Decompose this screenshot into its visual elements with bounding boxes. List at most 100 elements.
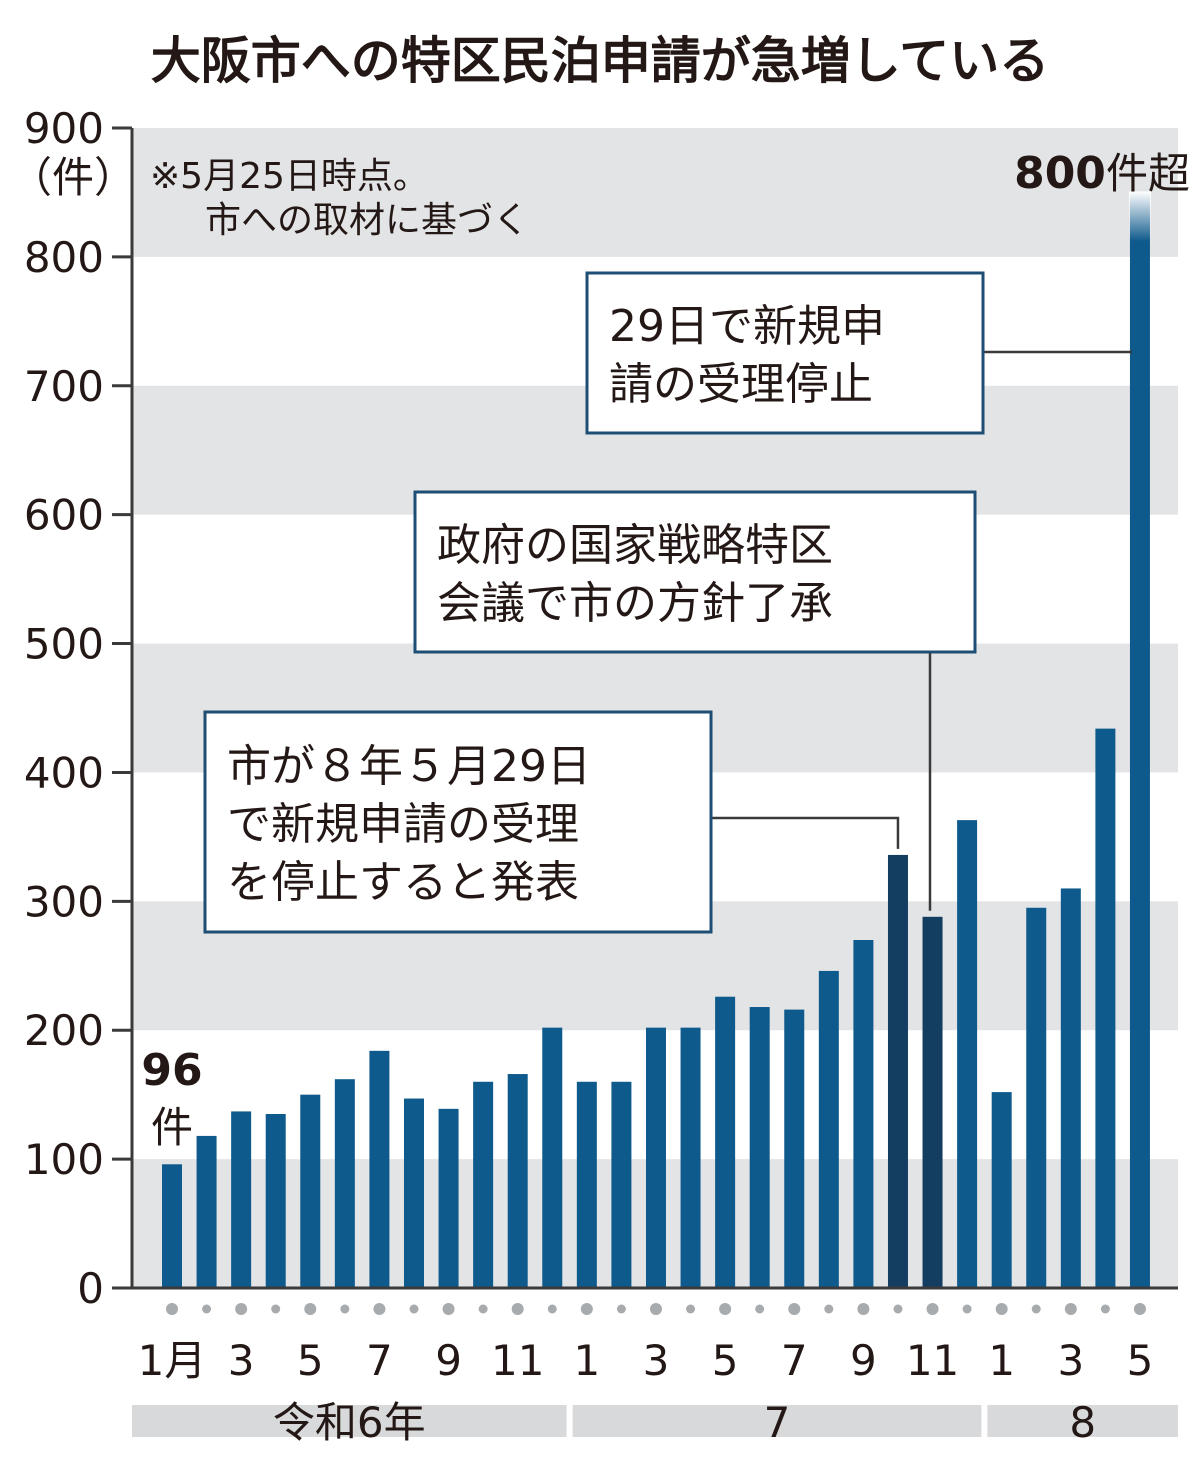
bar (265, 1114, 286, 1288)
annotation-text: 政府の国家戦略特区 (437, 520, 833, 571)
x-tick-dot (926, 1303, 939, 1315)
y-axis (112, 126, 1178, 1290)
bar-fade (1128, 191, 1151, 242)
x-tick-dot (1031, 1304, 1041, 1314)
x-tick-dot (824, 1304, 834, 1314)
bar (300, 1094, 321, 1288)
value-label: 800件超 (1014, 148, 1190, 199)
bar (922, 916, 943, 1288)
x-tick-label: 3 (643, 1336, 670, 1385)
value-label-number: 96 (141, 1045, 202, 1096)
x-tick-dot (478, 1304, 488, 1314)
x-tick-dot (235, 1303, 248, 1315)
x-tick-label: 5 (712, 1336, 739, 1385)
bar (715, 996, 736, 1288)
bar (438, 1108, 459, 1288)
x-tick-label: 9 (850, 1336, 877, 1385)
y-unit-label: （件） (10, 153, 136, 202)
source-note-line-2: 市への取材に基づく (205, 200, 529, 241)
x-tick-dots (166, 1303, 1146, 1315)
x-tick-dot (995, 1303, 1008, 1315)
annotation-text: 会議で市の方針了承 (437, 578, 833, 629)
x-tick-dot (1133, 1303, 1146, 1315)
x-tick-dot (202, 1304, 212, 1314)
x-tick-label: 3 (1057, 1336, 1084, 1385)
bar (369, 1050, 390, 1288)
x-tick-labels: 1月 3 5 7 9 11 1 3 5 7 9 11 1 3 5 (138, 1336, 1154, 1385)
annotation-box (413, 490, 977, 654)
x-tick-dot (304, 1303, 317, 1315)
x-tick-label: 11 (491, 1336, 544, 1385)
x-tick-dot (616, 1304, 626, 1314)
bar (196, 1135, 217, 1288)
y-tick-label: 0 (77, 1264, 104, 1313)
bar (957, 820, 978, 1288)
x-tick-dot (442, 1303, 455, 1315)
x-tick-label: 9 (435, 1336, 462, 1385)
year-group-band (987, 1405, 1178, 1437)
source-note-line-1: ※5月25日時点。 (150, 156, 429, 197)
year-group-label: 令和6年 (273, 1398, 426, 1447)
bar (162, 1164, 182, 1288)
y-tick-label: 600 (24, 491, 104, 540)
value-labels: 96 件 800件超 (141, 148, 1190, 1152)
y-tick-label: 700 (24, 362, 104, 411)
bar (576, 1081, 597, 1288)
bars (162, 191, 1151, 1288)
annotation-text: を停止すると発表 (227, 857, 579, 908)
y-tick-label: 800 (24, 233, 104, 282)
x-tick-label: 3 (228, 1336, 255, 1385)
bar (1129, 192, 1150, 1288)
bar (749, 1007, 770, 1288)
y-tick-labels: 0 100 200 300 400 500 600 700 800 900 (24, 104, 104, 1313)
bar (1026, 907, 1047, 1288)
bar (680, 1027, 701, 1288)
bar (1095, 728, 1116, 1288)
x-tick-dot (649, 1303, 662, 1315)
y-tick-label: 300 (24, 877, 104, 926)
year-group-label: 8 (1069, 1398, 1096, 1447)
year-group-label: 7 (764, 1398, 791, 1447)
annotation-text: 請の受理停止 (609, 359, 873, 410)
x-tick-dot (547, 1304, 557, 1314)
bar (991, 1092, 1012, 1288)
x-tick-dot (686, 1304, 696, 1314)
x-tick-dot (166, 1303, 178, 1315)
x-tick-dot (511, 1303, 524, 1315)
bar (403, 1098, 424, 1288)
annotation-box (203, 710, 713, 934)
year-group-band (572, 1405, 982, 1437)
x-tick-label: 1 (573, 1336, 600, 1385)
x-tick-dot (788, 1303, 801, 1315)
bar (853, 940, 874, 1288)
annotation-leader (711, 816, 900, 849)
y-tick-label: 900 (24, 104, 104, 153)
y-tick-label: 500 (24, 620, 104, 669)
x-tick-dot (340, 1304, 350, 1314)
x-tick-label: 7 (781, 1336, 808, 1385)
x-tick-dot (755, 1304, 765, 1314)
bar (818, 970, 839, 1288)
annotation-text: で新規申請の受理 (227, 799, 579, 850)
x-tick-label: 11 (906, 1336, 959, 1385)
x-tick-label: 5 (297, 1336, 324, 1385)
bar (645, 1027, 666, 1288)
grid-band (132, 128, 1178, 257)
x-tick-dot (857, 1303, 870, 1315)
x-tick-dot (719, 1303, 732, 1315)
x-tick-label: 1月 (138, 1336, 207, 1385)
bar (784, 1009, 805, 1288)
y-tick-label: 400 (24, 748, 104, 797)
x-tick-label: 1 (988, 1336, 1015, 1385)
bar (1060, 888, 1081, 1288)
annotation-text: 29日で新規申 (609, 301, 885, 352)
x-tick-dot (893, 1304, 903, 1314)
bar (611, 1081, 632, 1288)
x-tick-dot (409, 1304, 419, 1314)
bar (887, 854, 908, 1288)
x-tick-dot (373, 1303, 386, 1315)
annotation-box (585, 271, 985, 435)
bar (507, 1074, 528, 1288)
